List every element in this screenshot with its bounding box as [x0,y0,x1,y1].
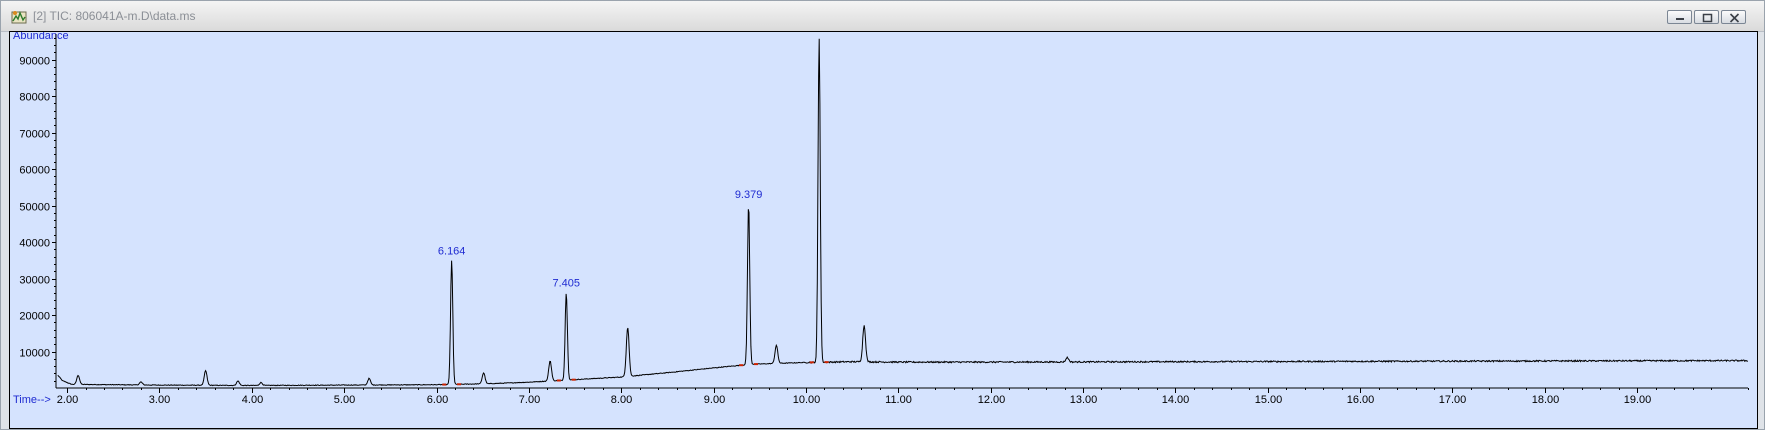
x-tick-label: 18.00 [1532,394,1560,406]
minimize-icon [1676,18,1684,20]
x-tick-label: 3.00 [149,394,170,406]
chromatogram-window-icon [11,11,27,24]
y-tick-label: 10000 [19,348,50,360]
x-tick-label: 16.00 [1347,394,1375,406]
x-tick-label: 5.00 [334,394,355,406]
y-tick-label: 40000 [19,238,50,250]
x-tick-label: 9.00 [704,394,725,406]
peak-label: 9.379 [735,189,763,201]
chromatogram-plot[interactable]: Abundance Time--> 10000 20000 30000 40000 50… [9,31,1758,429]
y-tick-label: 70000 [19,129,50,141]
chromatogram-chart: Abundance Time--> 10000 20000 30000 40000 50… [13,32,1749,406]
y-tick-label: 30000 [19,275,50,287]
y-tick-label: 50000 [19,202,50,214]
minimize-button[interactable] [1667,10,1692,24]
x-tick-label: 14.00 [1162,394,1190,406]
x-axis-label: Time--> [13,394,51,406]
close-button[interactable] [1721,10,1746,24]
title-bar[interactable]: [2] TIC: 806041A-m.D\data.ms [1,1,1764,32]
peak-labels: 6.164 7.405 9.379 10.143 [438,32,836,386]
x-tick-label: 11.00 [885,394,912,406]
x-tick-label: 2.00 [57,394,78,406]
x-tick-label: 10.00 [793,394,821,406]
restore-button[interactable] [1694,10,1719,24]
peak-label: 6.164 [438,245,466,257]
x-tick-label: 6.00 [427,394,448,406]
x-tick-label: 15.00 [1255,394,1283,406]
tic-trace [57,38,1748,387]
x-tick-label: 13.00 [1070,394,1098,406]
x-tick-label: 17.00 [1439,394,1467,406]
y-tick-label: 90000 [19,56,50,68]
close-icon [1729,13,1740,23]
y-tick-label: 80000 [19,92,50,104]
x-tick-label: 8.00 [611,394,632,406]
peak-label: 7.405 [553,278,581,290]
y-axis-label: Abundance [13,32,69,42]
x-tick-label: 12.00 [978,394,1006,406]
y-tick-label: 20000 [19,311,50,323]
tic-trace-line [57,38,1748,387]
x-tick-label: 7.00 [519,394,540,406]
restore-icon [1702,13,1713,23]
x-tick-label: 4.00 [242,394,263,406]
y-tick-label: 60000 [19,165,50,177]
x-tick-label: 19.00 [1624,394,1652,406]
peak-label: 10.143 [802,32,836,34]
chart-axes: 10000 20000 30000 40000 50000 60000 70000 80000… [19,34,1749,406]
window-title: [2] TIC: 806041A-m.D\data.ms [33,9,196,23]
